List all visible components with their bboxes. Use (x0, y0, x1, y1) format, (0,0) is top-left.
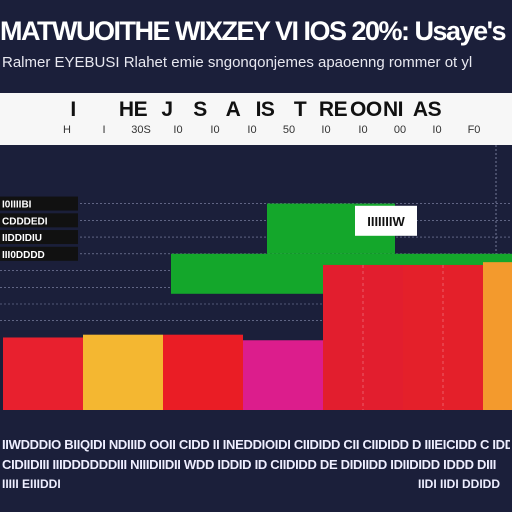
column-letter: J (161, 98, 173, 121)
chart-subtitle: Ralmer EYEBUSI Rlahet emie sngonqonjemes… (2, 54, 473, 71)
row-label-bg (0, 230, 78, 245)
column-letter: RE (318, 98, 348, 121)
column-letter: IS (255, 98, 275, 121)
bar-plot: IIIIIIIW I0IIIIBI CDDDEDI IIDDIDIU III0DDDD (0, 145, 512, 410)
bar (403, 264, 483, 410)
column-number: 00 (393, 124, 407, 136)
row-label-bg (0, 246, 78, 261)
column-number: I0 (210, 124, 220, 136)
bar (243, 340, 323, 410)
column-header-band (0, 93, 512, 145)
column-number: I0 (173, 124, 183, 136)
column-number: I0 (321, 124, 331, 136)
column-number: 30S (131, 124, 151, 136)
footer-line-2: CIDIIDIII IIIDDDDDDIII NIIIDIIDII WDD ID… (2, 457, 497, 472)
column-number: I0 (247, 124, 257, 136)
column-letter: S (193, 98, 207, 121)
column-letter: A (225, 98, 241, 121)
bar (483, 262, 512, 410)
column-letter: OO (350, 98, 382, 121)
row-label: I0IIIIBI (2, 200, 32, 211)
column-number: I0 (432, 124, 442, 136)
column-number: I0 (358, 124, 368, 136)
column-letter: NI (383, 98, 404, 121)
footer-right-note: IIDI IIDI DDIDD (417, 477, 500, 491)
overlay-label-box (355, 205, 417, 236)
row-label-bg (0, 213, 78, 228)
column-letter: AS (412, 98, 442, 121)
overlay-label: IIIIIIIW (367, 214, 405, 229)
column-letter: HE (118, 98, 148, 121)
row-label: III0DDDD (2, 250, 45, 261)
column-number: H (63, 124, 71, 136)
row-label: IIDDIDIU (2, 233, 42, 244)
row-label: CDDDEDI (2, 216, 48, 227)
column-number: 50 (282, 124, 296, 136)
bar (3, 337, 83, 410)
column-number: I (102, 124, 106, 136)
chart-title: MATWUOITHE WIXZEY VI IOS 20%: Usaye's (0, 16, 507, 46)
column-letter: T (293, 98, 307, 121)
row-label-bg (0, 196, 78, 211)
column-number: F0 (467, 124, 481, 136)
footer-line-1: IIWDDDIO BIIQIDI NDIIID OOII CIDD II INE… (2, 437, 510, 452)
column-letter: I (70, 98, 76, 121)
bar (323, 264, 403, 410)
bar (83, 334, 163, 410)
footer-left-note: IIIII EIIIDDI (2, 477, 61, 491)
bar (163, 334, 243, 410)
